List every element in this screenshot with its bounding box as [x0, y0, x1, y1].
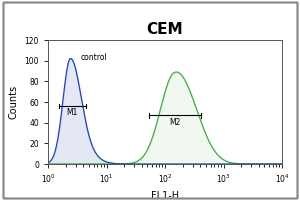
Text: M1: M1 — [67, 108, 78, 117]
Text: M2: M2 — [169, 118, 181, 127]
Text: control: control — [80, 53, 107, 62]
Title: CEM: CEM — [147, 22, 183, 37]
X-axis label: FL1-H: FL1-H — [151, 191, 179, 200]
Y-axis label: Counts: Counts — [9, 85, 19, 119]
